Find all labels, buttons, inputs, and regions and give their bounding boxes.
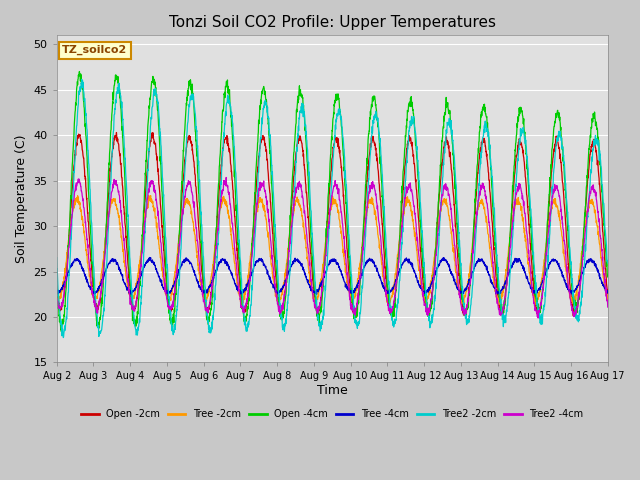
Open -2cm bbox=[113, 130, 120, 135]
Open -4cm bbox=[571, 297, 579, 303]
Tree2 -4cm bbox=[360, 232, 368, 238]
Tree2 -2cm bbox=[207, 327, 214, 333]
Tree -2cm bbox=[531, 302, 539, 308]
Line: Tree -4cm: Tree -4cm bbox=[57, 257, 608, 294]
Open -2cm bbox=[360, 216, 368, 222]
Open -2cm bbox=[572, 313, 579, 319]
Open -2cm bbox=[53, 284, 61, 290]
Tree -4cm bbox=[571, 288, 579, 294]
Tree2 -4cm bbox=[534, 315, 542, 321]
Tree -2cm bbox=[145, 192, 153, 198]
Tree -2cm bbox=[360, 222, 368, 228]
Tree2 -2cm bbox=[361, 249, 369, 255]
Open -4cm bbox=[207, 307, 214, 312]
Tree -4cm bbox=[146, 254, 154, 260]
Open -2cm bbox=[571, 312, 579, 318]
Open -2cm bbox=[348, 300, 356, 306]
Tree -2cm bbox=[53, 296, 61, 301]
Tree -4cm bbox=[493, 289, 500, 295]
Tree2 -2cm bbox=[493, 252, 500, 258]
Tree -4cm bbox=[556, 266, 563, 272]
Open -4cm bbox=[76, 69, 83, 74]
Line: Tree2 -4cm: Tree2 -4cm bbox=[57, 178, 608, 318]
Tree -2cm bbox=[493, 294, 500, 300]
Tree -4cm bbox=[207, 282, 214, 288]
Line: Tree2 -2cm: Tree2 -2cm bbox=[57, 79, 608, 337]
Tree2 -4cm bbox=[222, 175, 230, 180]
Tree2 -4cm bbox=[348, 308, 356, 313]
Tree2 -4cm bbox=[207, 298, 214, 303]
Tree2 -2cm bbox=[349, 293, 356, 299]
Open -2cm bbox=[604, 291, 612, 297]
Tree -2cm bbox=[571, 295, 579, 300]
Line: Open -2cm: Open -2cm bbox=[57, 132, 608, 316]
Open -2cm bbox=[493, 278, 500, 284]
Line: Tree -2cm: Tree -2cm bbox=[57, 195, 608, 305]
Tree2 -2cm bbox=[53, 255, 61, 261]
Tree2 -2cm bbox=[60, 335, 67, 340]
Tree2 -4cm bbox=[493, 294, 500, 300]
Tree2 -2cm bbox=[556, 132, 563, 138]
Tree -4cm bbox=[127, 291, 135, 297]
Open -4cm bbox=[493, 265, 500, 271]
Tree -4cm bbox=[604, 290, 612, 296]
Tree -4cm bbox=[361, 264, 369, 270]
Tree -2cm bbox=[348, 295, 356, 301]
Tree2 -4cm bbox=[604, 304, 612, 310]
Open -4cm bbox=[53, 283, 61, 289]
Tree2 -4cm bbox=[53, 296, 61, 302]
Tree2 -2cm bbox=[571, 303, 579, 309]
Title: Tonzi Soil CO2 Profile: Upper Temperatures: Tonzi Soil CO2 Profile: Upper Temperatur… bbox=[169, 15, 496, 30]
Open -4cm bbox=[556, 117, 563, 123]
Tree2 -2cm bbox=[604, 260, 612, 266]
X-axis label: Time: Time bbox=[317, 384, 348, 397]
Open -4cm bbox=[361, 201, 369, 207]
Open -4cm bbox=[349, 298, 356, 303]
Tree -2cm bbox=[604, 297, 612, 302]
Tree2 -4cm bbox=[556, 193, 563, 199]
Line: Open -4cm: Open -4cm bbox=[57, 72, 608, 331]
Open -2cm bbox=[207, 294, 214, 300]
Open -2cm bbox=[556, 145, 563, 151]
Text: TZ_soilco2: TZ_soilco2 bbox=[62, 45, 127, 55]
Open -4cm bbox=[58, 328, 65, 334]
Tree -4cm bbox=[53, 288, 61, 294]
Tree -4cm bbox=[349, 291, 356, 297]
Legend: Open -2cm, Tree -2cm, Open -4cm, Tree -4cm, Tree2 -2cm, Tree2 -4cm: Open -2cm, Tree -2cm, Open -4cm, Tree -4… bbox=[77, 405, 588, 423]
Tree -2cm bbox=[556, 216, 563, 222]
Y-axis label: Soil Temperature (C): Soil Temperature (C) bbox=[15, 134, 28, 263]
Open -4cm bbox=[604, 274, 612, 280]
Tree2 -4cm bbox=[571, 310, 579, 315]
Tree -2cm bbox=[207, 280, 214, 286]
Tree2 -2cm bbox=[78, 76, 86, 82]
